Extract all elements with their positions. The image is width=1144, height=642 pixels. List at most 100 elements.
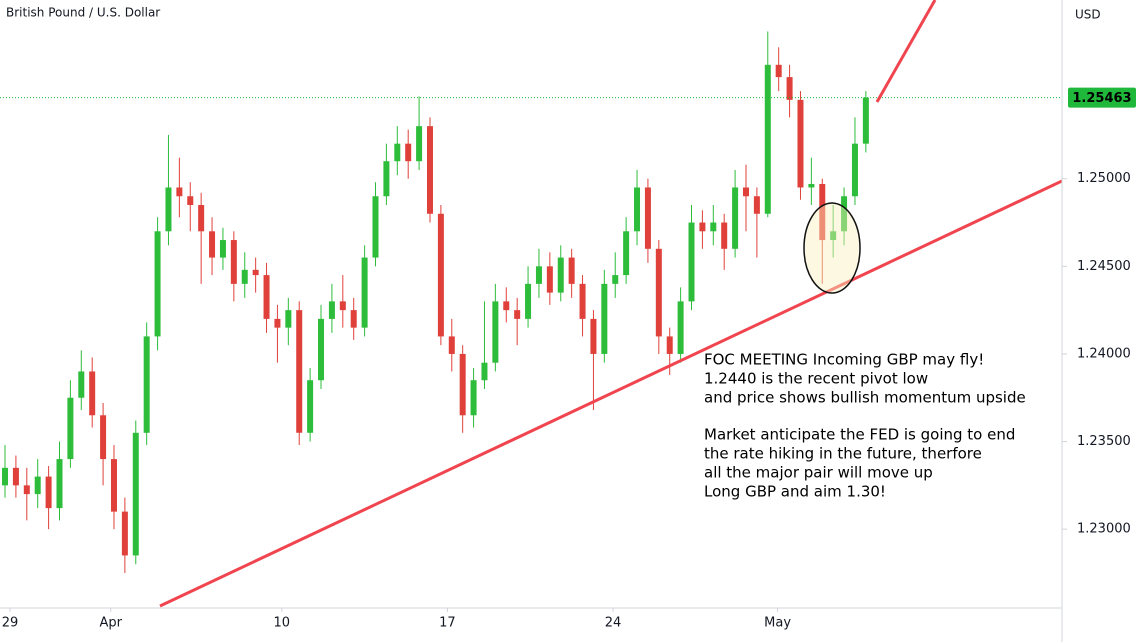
candle-body	[601, 283, 608, 354]
candle-body	[372, 196, 379, 258]
y-tick-label: 1.23000	[1077, 522, 1131, 537]
x-tick-label: 29	[2, 616, 19, 631]
candle-body	[808, 183, 815, 188]
y-tick-label: 1.24000	[1077, 346, 1131, 361]
y-axis-label: USD	[1075, 8, 1101, 22]
x-tick-label: 17	[439, 616, 456, 631]
candle-body	[732, 187, 739, 249]
plot	[0, 31, 1062, 573]
candle-body	[688, 222, 695, 302]
chart-title: British Pound / U.S. Dollar	[6, 6, 160, 20]
candle-body	[786, 77, 793, 100]
candle-body	[634, 187, 641, 232]
candle-body	[89, 371, 96, 416]
annotation-line: Long GBP and aim 1.30!	[704, 483, 886, 501]
candle-body	[590, 318, 597, 354]
candle-body	[525, 283, 532, 319]
candle-body	[274, 318, 281, 328]
candle-body	[143, 336, 150, 433]
candle-body	[307, 380, 314, 433]
y-tick-label: 1.24500	[1077, 259, 1131, 274]
candle-body	[568, 257, 575, 284]
annotation-line: FOC MEETING Incoming GBP may fly!	[704, 351, 984, 369]
candle-body	[699, 222, 706, 232]
candle-body	[830, 231, 837, 241]
candle-body	[862, 97, 869, 144]
candle-body	[579, 283, 586, 319]
candle-body	[819, 183, 826, 241]
pivot-circle	[803, 202, 861, 294]
candle-body	[241, 269, 248, 284]
candle-body	[437, 213, 444, 337]
x-tick-label: 10	[274, 616, 291, 631]
candle-body	[383, 161, 390, 197]
candle-body	[753, 196, 760, 214]
candle-body	[851, 143, 858, 197]
x-tick-label: May	[764, 616, 791, 631]
candle-body	[110, 459, 117, 512]
y-tick-label: 1.25000	[1077, 171, 1131, 186]
candle-body	[448, 336, 455, 354]
candle-body	[764, 64, 771, 214]
trend-line	[159, 179, 1062, 608]
candle-body	[557, 257, 564, 293]
candle-body	[514, 310, 521, 319]
candle-body	[710, 222, 717, 232]
candle-body	[350, 310, 357, 328]
candle-body	[426, 126, 433, 214]
candle-body	[459, 353, 466, 416]
candle-body	[187, 196, 194, 206]
candle-body	[470, 380, 477, 416]
candle-body	[67, 397, 74, 460]
last-price-label: 1.25463	[1072, 91, 1131, 106]
candle-body	[742, 187, 749, 197]
candle-body	[623, 231, 630, 276]
candle-body	[23, 485, 30, 495]
annotation-line: Market anticipate the FED is going to en…	[704, 426, 1015, 444]
annotation-line: 1.2440 is the recent pivot low	[704, 370, 928, 388]
annotation-line: all the major pair will move up	[704, 464, 933, 482]
candle-body	[154, 231, 161, 337]
candle-body	[176, 187, 183, 197]
candle-body	[339, 301, 346, 311]
candle-body	[209, 231, 216, 258]
candle-body	[132, 432, 139, 556]
last-price-box	[1068, 87, 1136, 108]
candle-body	[361, 257, 368, 328]
candle-body	[296, 310, 303, 433]
candle-body	[100, 415, 107, 460]
annotation: FOC MEETING Incoming GBP may fly!1.2440 …	[704, 351, 1026, 501]
candle-body	[2, 467, 9, 486]
annotation-line: the rate hiking in the future, therfore	[704, 445, 982, 463]
candle-body	[219, 240, 226, 258]
candle-body	[45, 476, 52, 509]
annotation-line: and price shows bullish momentum upside	[704, 389, 1026, 407]
candle-body	[405, 143, 412, 162]
candle-body	[328, 301, 335, 319]
candle-body	[481, 362, 488, 381]
candle-body	[252, 269, 259, 276]
candle-body	[546, 266, 553, 293]
candle-body	[721, 222, 728, 249]
candle-body	[535, 266, 542, 284]
candle-body	[56, 459, 63, 509]
candle-body	[318, 318, 325, 381]
candle-body	[198, 205, 205, 232]
x-tick-label: 24	[605, 616, 622, 631]
candle-body	[12, 467, 19, 486]
candle-body	[121, 511, 128, 556]
candle-body	[666, 336, 673, 354]
candle-body	[655, 248, 662, 337]
x-tick-label: Apr	[99, 616, 122, 631]
candle-body	[285, 310, 292, 328]
candle-body	[775, 64, 782, 78]
candle-body	[797, 99, 804, 188]
candle-body	[263, 275, 270, 319]
y-tick-label: 1.23500	[1077, 434, 1131, 449]
candle-body	[230, 240, 237, 284]
candle-body	[492, 301, 499, 363]
candle-body	[34, 476, 41, 495]
target-arrow	[875, 0, 937, 103]
